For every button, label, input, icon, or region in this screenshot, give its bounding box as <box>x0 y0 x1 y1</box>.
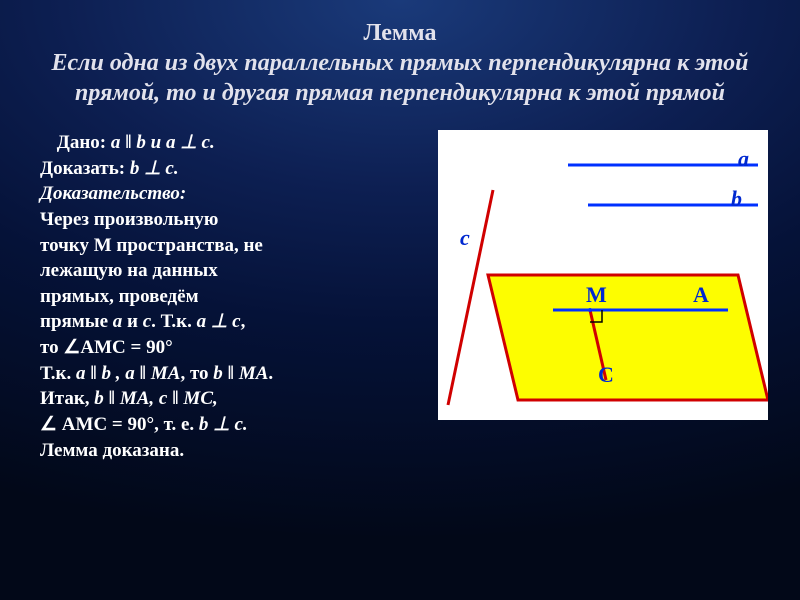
content-row: Дано: a ‖ b и a ⊥ c. Доказать: b ⊥ c. До… <box>40 130 760 463</box>
proof-line: . Т.к. <box>151 311 196 332</box>
line-c <box>448 190 493 405</box>
proof-line: ∠ АМС = 90°, т. е. <box>40 414 199 435</box>
proof-line: Лемма доказана. <box>40 440 184 461</box>
proof-line: Т.к. <box>40 363 76 384</box>
slide: Лемма Если одна из двух параллельных пря… <box>0 0 800 600</box>
title-lemma: Лемма <box>364 20 437 46</box>
prove-prefix: Доказать: <box>40 158 130 179</box>
proof-text: Дано: a ‖ b и a ⊥ c. Доказать: b ⊥ c. До… <box>40 130 420 463</box>
slide-title: Лемма Если одна из двух параллельных пря… <box>40 18 760 108</box>
label-M: М <box>586 282 607 308</box>
proof-line: Итак, <box>40 388 94 409</box>
proof-var: b ‖ МА, c ‖ МС, <box>94 388 217 409</box>
plane-polygon <box>488 275 768 400</box>
proof-line: . <box>268 363 273 384</box>
given-text: a ‖ b и a ⊥ c. <box>111 132 215 153</box>
proof-var: c <box>143 311 151 332</box>
geometry-diagram: a b c М А С <box>438 130 768 420</box>
proof-var: b ‖ МА <box>213 363 268 384</box>
title-text: Если одна из двух параллельных прямых пе… <box>52 50 749 106</box>
proof-line: лежащую на данных <box>40 260 218 281</box>
proof-line: и <box>122 311 142 332</box>
proof-var: a ‖ b , a ‖ МА <box>76 363 180 384</box>
label-C: С <box>598 362 614 388</box>
proof-var: a ⊥ c <box>197 311 241 332</box>
proof-line: прямые <box>40 311 113 332</box>
proof-line: , <box>241 311 246 332</box>
label-A: А <box>693 282 709 308</box>
label-c: c <box>460 225 470 251</box>
proof-line: то ∠АМС = 90° <box>40 337 173 358</box>
proof-var: b ⊥ c. <box>199 414 248 435</box>
proof-label: Доказательство: <box>40 183 186 204</box>
proof-line: прямых, проведём <box>40 286 199 307</box>
prove-text: b ⊥ c. <box>130 158 179 179</box>
given-prefix: Дано: <box>57 132 111 153</box>
proof-line: Через произвольную <box>40 209 218 230</box>
proof-line: точку М пространства, не <box>40 235 263 256</box>
proof-var: a <box>113 311 123 332</box>
proof-line: , то <box>180 363 213 384</box>
point-m <box>588 308 592 312</box>
label-b: b <box>731 186 742 212</box>
label-a: a <box>738 146 749 172</box>
